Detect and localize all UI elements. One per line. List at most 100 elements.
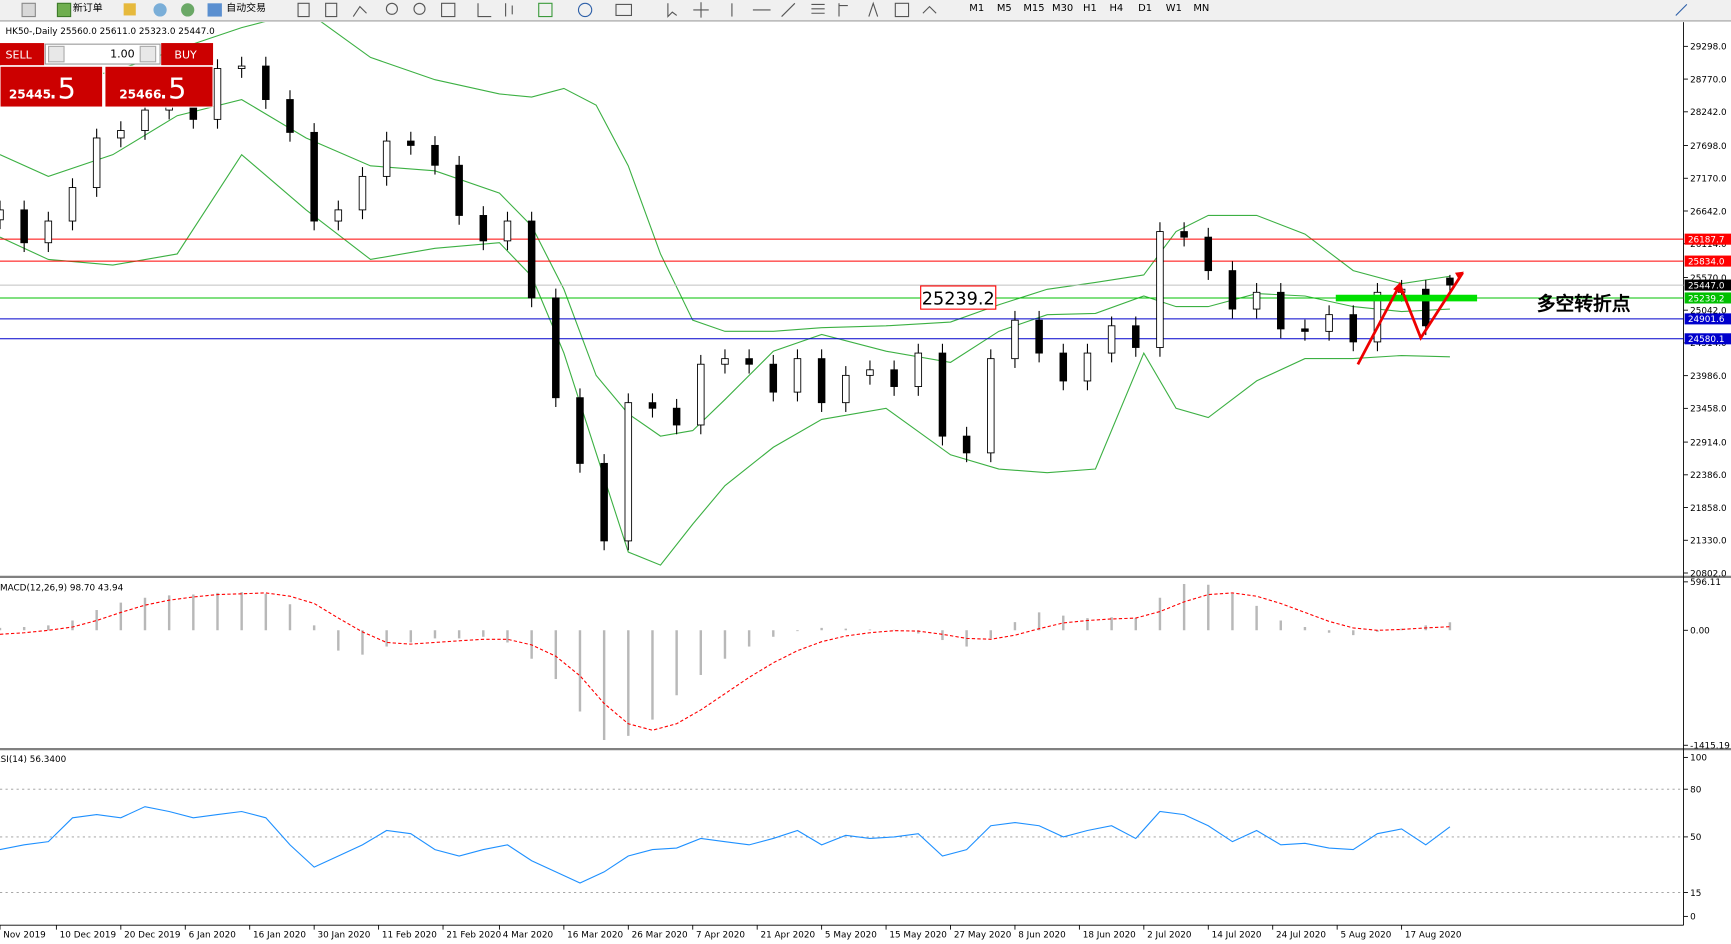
candle-body [1132,325,1140,348]
timeframe-button[interactable]: H4 [1109,3,1123,14]
icon-new-order[interactable] [56,2,72,18]
icon[interactable] [297,2,310,18]
candle-body [262,65,270,100]
candle-body [527,220,536,299]
icon[interactable] [181,3,195,17]
timeframe-button[interactable]: MN [1193,3,1209,14]
panels [0,22,1731,926]
y-tick-label: 23458.0 [1690,405,1727,415]
price-annotation-box[interactable] [920,285,997,310]
icon[interactable] [922,5,937,14]
icon[interactable] [477,3,492,18]
x-tick-label: 16 Jan 2020 [253,930,306,940]
candle-body [1180,231,1188,238]
candle-body [1035,319,1043,354]
volume-input[interactable] [44,43,161,65]
candle-body [745,358,753,365]
icon[interactable] [693,2,709,18]
icon[interactable] [123,3,136,16]
buy-label[interactable]: BUY [174,49,197,62]
icon[interactable] [667,3,678,18]
ask-fraction: .5 [159,71,186,105]
candle-body [938,352,947,437]
icon[interactable] [577,2,593,18]
candle-body [237,65,246,69]
candle-body [92,137,101,189]
bid-box[interactable] [0,65,104,108]
icon-auto[interactable] [207,3,222,17]
candle-body [1325,314,1333,332]
icon[interactable] [811,3,825,14]
arrow-path[interactable] [1356,271,1464,365]
icon[interactable] [615,3,633,17]
candle-body [358,175,367,211]
candle-body [1446,277,1454,286]
icon[interactable] [153,3,167,17]
candle-body [1083,352,1092,382]
y-tick-label: -1415.19 [1690,742,1730,752]
y-tick-label: 21858.0 [1690,504,1727,514]
y-tick-label: 28770.0 [1690,75,1727,85]
icon[interactable] [1675,4,1688,16]
icon[interactable] [441,2,456,18]
price-level-label: 25834.0 [1688,257,1725,267]
candle-body [1059,352,1068,382]
y-tick-label: 28242.0 [1690,108,1727,118]
y-tick-label: 27698.0 [1690,142,1727,152]
bollinger-upper [0,22,1451,332]
y-tick-label: 26114.0 [1690,240,1727,250]
candle-body [431,144,439,166]
bid-fraction: .5 [49,71,76,105]
icon[interactable] [325,2,338,18]
y-tick-label: 596.11 [1690,578,1721,588]
x-tick-label: 18 Jun 2020 [1083,930,1136,940]
ask-box[interactable] [104,65,214,108]
arrow-heads [1393,271,1464,294]
icon[interactable] [868,1,879,17]
icon[interactable] [894,2,910,18]
timeframe-button[interactable]: H1 [1083,3,1097,14]
icon[interactable] [352,5,367,17]
icon[interactable] [781,2,796,17]
candle-body [624,402,633,542]
x-tick-label: 15 May 2020 [889,930,947,940]
buy-button[interactable] [161,43,214,66]
timeframe-button[interactable]: M5 [997,3,1012,14]
timeframe-button[interactable]: M1 [969,3,984,14]
timeframe-button[interactable]: W1 [1166,3,1182,14]
candle-body [1301,328,1309,332]
sell-label[interactable]: SELL [6,49,33,62]
volume-down[interactable] [48,45,65,63]
icon[interactable] [505,3,513,17]
x-tick-label: 5 May 2020 [825,930,877,940]
x-tick-label: 2 Jul 2020 [1147,930,1192,940]
sell-button[interactable] [0,43,45,66]
candle-body [213,68,222,120]
icon[interactable] [385,2,398,15]
x-tick-label: 8 Jun 2020 [1018,930,1066,940]
pivot-annotation: 多空转折点 [1537,292,1631,315]
candle-body [1252,291,1261,310]
price-level-tag [1684,292,1731,304]
auto-trading-label[interactable]: 自动交易 [226,1,266,14]
icon[interactable] [413,2,426,15]
candle-body [914,352,923,387]
icon[interactable] [838,3,848,17]
new-order-label[interactable]: 新订单 [73,1,103,14]
timeframe-button[interactable]: D1 [1138,3,1152,14]
candle-body [455,164,463,216]
price-level-tag [1684,233,1731,245]
timeframe-button[interactable]: M15 [1023,3,1044,14]
volume-value[interactable]: 1.00 [110,47,135,60]
icon[interactable] [21,2,36,18]
icon[interactable] [538,2,553,18]
x-tick-label: 16 Mar 2020 [567,930,623,940]
bid-price: 25445 [9,87,51,101]
price-annotation: 25239.2 [922,290,995,310]
ask-price: 25466 [119,87,161,101]
volume-up[interactable] [139,45,157,63]
timeframe-button[interactable]: M30 [1052,3,1073,14]
x-tick-label: Nov 2019 [3,930,46,940]
